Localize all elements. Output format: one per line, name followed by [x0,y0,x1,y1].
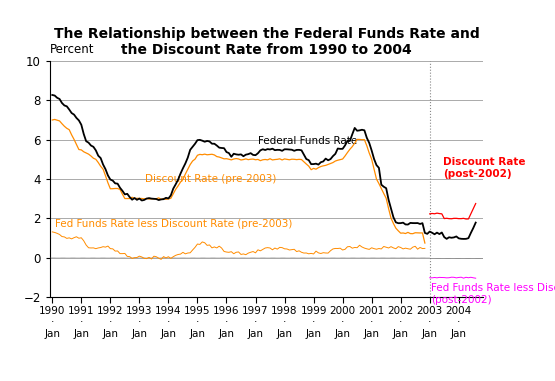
Text: Fed Funds Rate less Discount Rate (pre-2003): Fed Funds Rate less Discount Rate (pre-2… [55,219,292,229]
Text: Percent: Percent [50,43,94,56]
Title: The Relationship between the Federal Funds Rate and
the Discount Rate from 1990 : The Relationship between the Federal Fun… [53,27,480,57]
Text: Discount Rate
(post-2002): Discount Rate (post-2002) [443,157,525,179]
Text: Discount Rate (pre-2003): Discount Rate (pre-2003) [145,174,276,184]
Text: Federal Funds Rate: Federal Funds Rate [259,136,357,146]
Text: Fed Funds Rate less Discount Rate
(post-2002): Fed Funds Rate less Discount Rate (post-… [431,283,555,305]
